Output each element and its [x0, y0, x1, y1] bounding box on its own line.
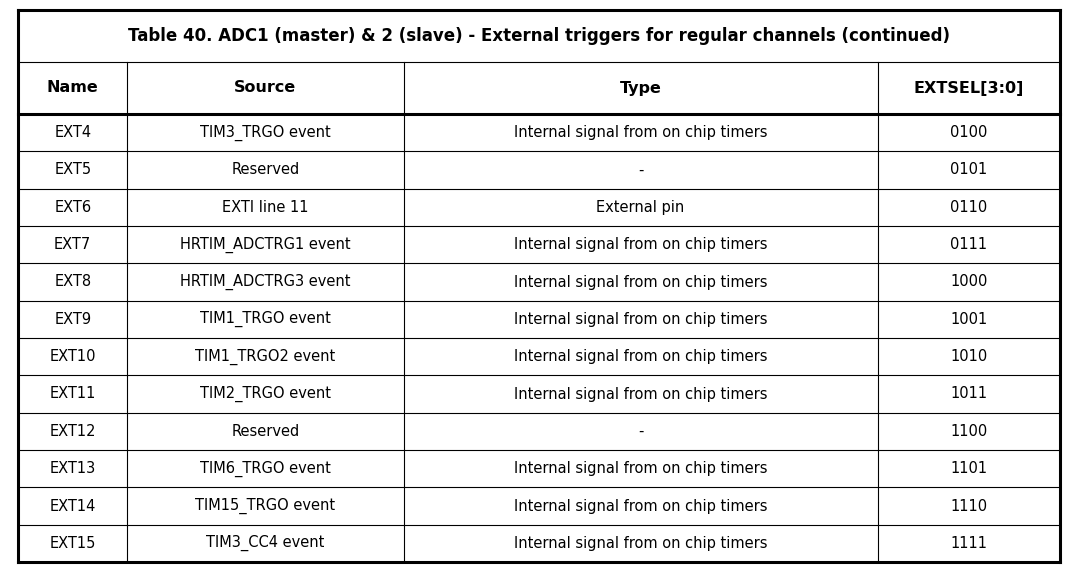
Text: TIM2_TRGO event: TIM2_TRGO event [201, 386, 331, 402]
Text: EXT12: EXT12 [50, 424, 96, 439]
Text: EXT11: EXT11 [50, 387, 96, 402]
Text: Internal signal from on chip timers: Internal signal from on chip timers [514, 125, 768, 140]
Text: EXT6: EXT6 [54, 200, 92, 215]
Text: Internal signal from on chip timers: Internal signal from on chip timers [514, 275, 768, 289]
Text: Internal signal from on chip timers: Internal signal from on chip timers [514, 349, 768, 364]
Text: Internal signal from on chip timers: Internal signal from on chip timers [514, 387, 768, 402]
Text: 1011: 1011 [951, 387, 987, 402]
Text: 0100: 0100 [950, 125, 987, 140]
Text: Table 40. ADC1 (master) & 2 (slave) - External triggers for regular channels (co: Table 40. ADC1 (master) & 2 (slave) - Ex… [128, 27, 950, 45]
Text: HRTIM_ADCTRG1 event: HRTIM_ADCTRG1 event [180, 237, 350, 253]
Text: Reserved: Reserved [232, 162, 300, 177]
Text: TIM3_CC4 event: TIM3_CC4 event [206, 535, 324, 551]
Text: EXT7: EXT7 [54, 237, 92, 252]
Text: Internal signal from on chip timers: Internal signal from on chip timers [514, 312, 768, 327]
Text: EXT5: EXT5 [54, 162, 92, 177]
Text: TIM1_TRGO2 event: TIM1_TRGO2 event [195, 348, 335, 365]
Text: TIM1_TRGO event: TIM1_TRGO event [201, 311, 331, 327]
Text: 0111: 0111 [951, 237, 987, 252]
Text: HRTIM_ADCTRG3 event: HRTIM_ADCTRG3 event [180, 274, 350, 290]
Text: Internal signal from on chip timers: Internal signal from on chip timers [514, 237, 768, 252]
Text: Type: Type [620, 81, 662, 96]
Text: Source: Source [234, 81, 296, 96]
Text: EXT13: EXT13 [50, 461, 96, 476]
Text: 1000: 1000 [950, 275, 987, 289]
Text: Reserved: Reserved [232, 424, 300, 439]
Text: 0101: 0101 [950, 162, 987, 177]
Text: EXT4: EXT4 [54, 125, 92, 140]
Text: EXT10: EXT10 [50, 349, 96, 364]
Text: 0110: 0110 [950, 200, 987, 215]
Text: 1110: 1110 [951, 499, 987, 514]
Text: Internal signal from on chip timers: Internal signal from on chip timers [514, 461, 768, 476]
Text: EXTI line 11: EXTI line 11 [222, 200, 308, 215]
Text: External pin: External pin [596, 200, 685, 215]
Text: Internal signal from on chip timers: Internal signal from on chip timers [514, 499, 768, 514]
Text: EXT15: EXT15 [50, 536, 96, 551]
Text: 1111: 1111 [951, 536, 987, 551]
Text: -: - [638, 162, 644, 177]
Text: TIM15_TRGO event: TIM15_TRGO event [195, 498, 335, 514]
Text: 1001: 1001 [950, 312, 987, 327]
Text: Internal signal from on chip timers: Internal signal from on chip timers [514, 536, 768, 551]
Text: TIM6_TRGO event: TIM6_TRGO event [201, 460, 331, 477]
Text: 1101: 1101 [951, 461, 987, 476]
Text: EXT9: EXT9 [54, 312, 92, 327]
Text: 1010: 1010 [950, 349, 987, 364]
Text: EXTSEL[3:0]: EXTSEL[3:0] [914, 81, 1024, 96]
Text: TIM3_TRGO event: TIM3_TRGO event [201, 125, 331, 141]
Text: 1100: 1100 [950, 424, 987, 439]
Text: EXT14: EXT14 [50, 499, 96, 514]
Text: Name: Name [46, 81, 98, 96]
Text: EXT8: EXT8 [54, 275, 92, 289]
Text: -: - [638, 424, 644, 439]
